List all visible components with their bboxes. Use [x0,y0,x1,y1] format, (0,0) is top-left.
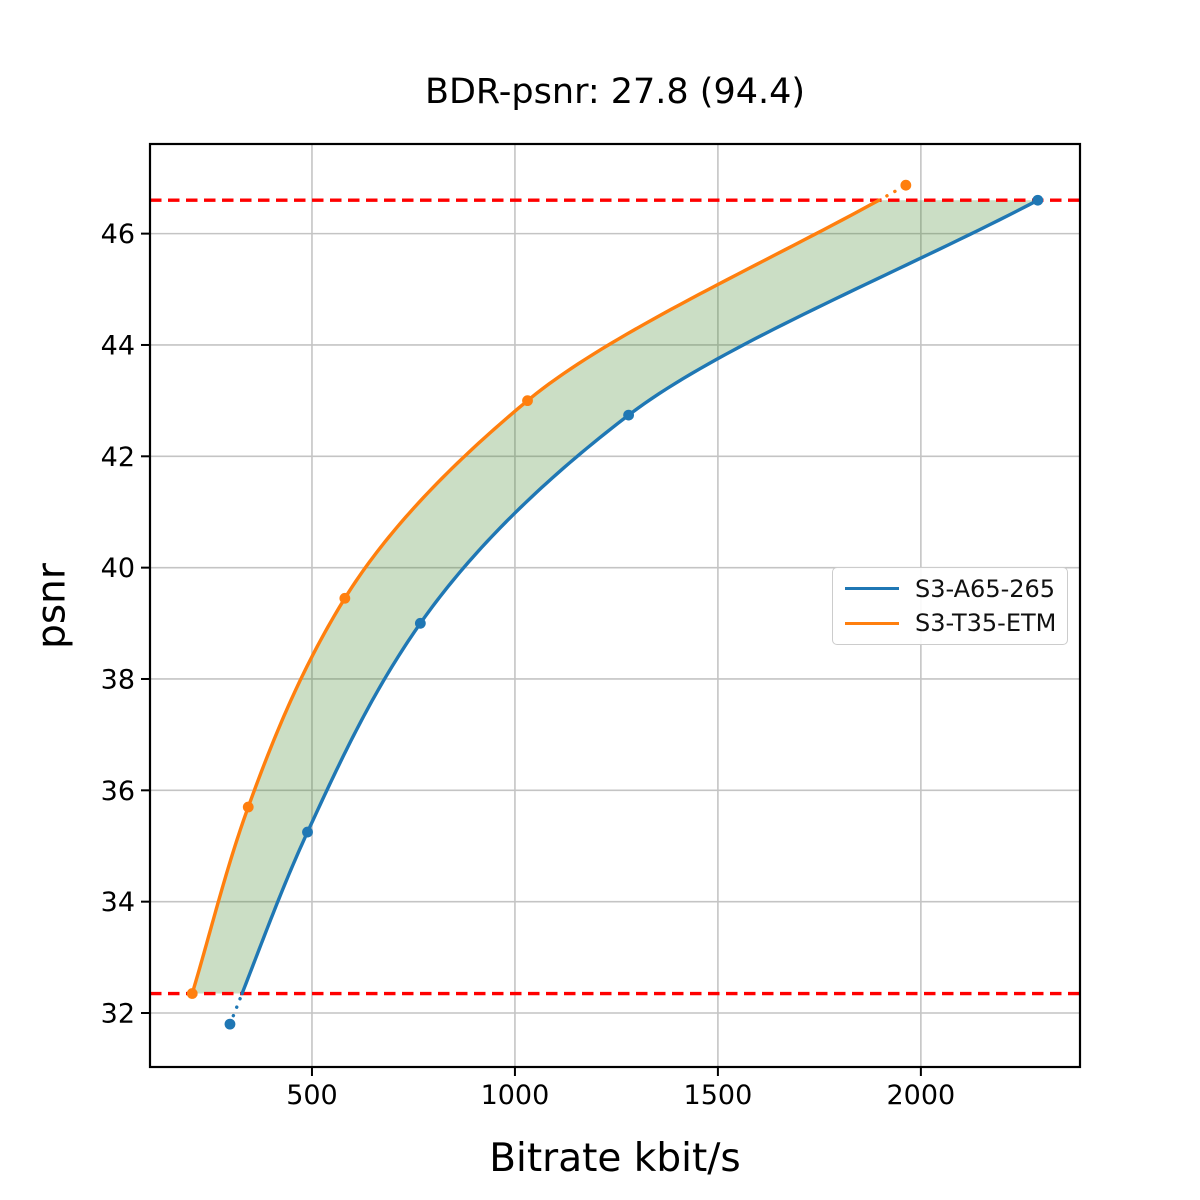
legend-label: S3-A65-265 [915,574,1056,603]
svg-text:1000: 1000 [481,1080,550,1111]
legend-label: S3-T35-ETM [915,609,1057,638]
svg-text:38: 38 [101,664,135,695]
tick-labels: 500 1000 1500 2000 32 34 36 38 40 42 44 46 [101,219,956,1111]
legend-item: S3-A65-265 [833,575,1067,603]
legend-item: S3-T35-ETM [833,609,1067,637]
svg-text:46: 46 [101,219,135,250]
series-markers-S3-A65-265 [224,194,1044,1030]
series-S3-A65-265 [228,198,1040,1026]
svg-text:2000: 2000 [887,1080,956,1111]
axes-spines [148,142,1082,1069]
svg-text:36: 36 [101,776,135,807]
gridlines [150,144,1080,1067]
legend-line-swatch [845,621,899,625]
svg-text:40: 40 [101,553,135,584]
legend-line-swatch [845,586,899,591]
svg-text:44: 44 [101,330,135,361]
x-axis-label: Bitrate kbit/s [489,1136,741,1181]
svg-text:42: 42 [101,442,135,473]
axis-ticks [141,232,922,1076]
svg-text:1500: 1500 [684,1080,753,1111]
y-axis-label: psnr [29,563,75,649]
legend: S3-A65-265 S3-T35-ETM [832,567,1068,645]
svg-text:500: 500 [286,1080,338,1111]
chart-title: BDR-psnr: 27.8 (94.4) [424,72,806,112]
series-markers-S3-T35-ETM [186,179,912,999]
svg-text:34: 34 [101,887,135,918]
bd-shaded-area [192,200,1038,994]
svg-text:32: 32 [101,999,135,1030]
